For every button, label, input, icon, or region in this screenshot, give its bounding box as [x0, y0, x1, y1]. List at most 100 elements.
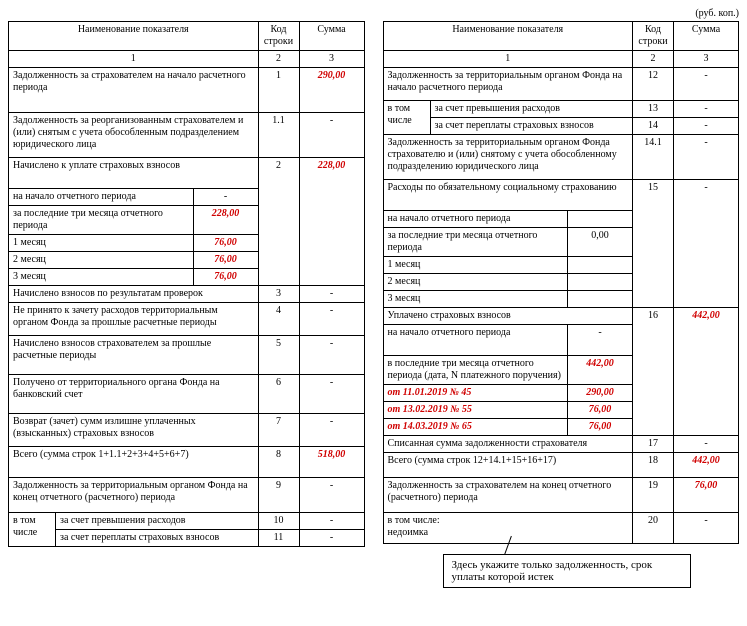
cell-sum: 518,00	[299, 447, 364, 478]
cell-sum: -	[299, 303, 364, 336]
cell-sum: -	[299, 286, 364, 303]
cell-name: 1 месяц	[9, 235, 194, 252]
cell-name: за счет переплаты страховых взносов	[56, 530, 259, 547]
row-13: в том числе за счет превышения расходов …	[383, 101, 739, 118]
cell-name: 2 месяц	[383, 274, 568, 291]
row-5: Начислено взносов страхователем за прошл…	[9, 336, 365, 375]
cell-name: Задолженность за страхователем на конец …	[383, 478, 633, 513]
row-3: Начислено взносов по результатам проверо…	[9, 286, 365, 303]
incl-label: в том числе	[383, 101, 430, 135]
cell-name: Начислено взносов страхователем за прошл…	[9, 336, 259, 375]
cell-sum	[568, 257, 633, 274]
cell-sum	[568, 291, 633, 308]
n2: 2	[258, 51, 299, 68]
row-7: Возврат (зачет) сумм излишне уплаченных …	[9, 414, 365, 447]
cell-name: за счет превышения расходов	[430, 101, 633, 118]
row-9: Задолженность за территориальным органом…	[9, 478, 365, 513]
row-16: Уплачено страховых взносов 16 442,00	[383, 308, 739, 325]
cell-name: 1 месяц	[383, 257, 568, 274]
cell-name: Начислено взносов по результатам проверо…	[9, 286, 259, 303]
num-row: 1 2 3	[383, 51, 739, 68]
cell-sum: -	[674, 101, 739, 118]
cell-name: Всего (сумма строк 1+1.1+2+3+4+5+6+7)	[9, 447, 259, 478]
cell-code: 1.1	[258, 113, 299, 158]
cell-name: 3 месяц	[383, 291, 568, 308]
row-18: Всего (сумма строк 12+14.1+15+16+17) 18 …	[383, 453, 739, 478]
num-row: 1 2 3	[9, 51, 365, 68]
cell-code: 14	[633, 118, 674, 135]
cell-sum: -	[674, 68, 739, 101]
cell-name: Не принято к зачету расходов территориал…	[9, 303, 259, 336]
cell-sum: -	[674, 118, 739, 135]
cell-name: за последние три месяца отчетного период…	[9, 206, 194, 235]
row-20: в том числе: недоимка 20 -	[383, 513, 739, 544]
row-1: Задолженность за страхователем на начало…	[9, 68, 365, 113]
cell-code: 3	[258, 286, 299, 303]
cell-sum: -	[674, 436, 739, 453]
col-sum: Сумма	[299, 22, 364, 51]
row-4: Не принято к зачету расходов территориал…	[9, 303, 365, 336]
cell-code: 4	[258, 303, 299, 336]
cell-name: в том числе: недоимка	[383, 513, 633, 544]
cell-sum: -	[299, 414, 364, 447]
n2: 2	[633, 51, 674, 68]
cell-sum: 76,00	[193, 269, 258, 286]
cell-name: Возврат (зачет) сумм излишне уплаченных …	[9, 414, 259, 447]
row-8: Всего (сумма строк 1+1.1+2+3+4+5+6+7) 8 …	[9, 447, 365, 478]
cell-name: Задолженность за территориальным органом…	[383, 68, 633, 101]
cell-name: Уплачено страховых взносов	[383, 308, 633, 325]
n3: 3	[674, 51, 739, 68]
row-15: Расходы по обязательному социальному стр…	[383, 180, 739, 211]
cell-name: 3 месяц	[9, 269, 194, 286]
cell-name: Получено от территориального органа Фонд…	[9, 375, 259, 414]
row-1-1: Задолженность за реорганизованным страхо…	[9, 113, 365, 158]
cell-name: за счет превышения расходов	[56, 513, 259, 530]
tables-container: Наименование показателя Код строки Сумма…	[8, 21, 739, 588]
callout-note: Здесь укажите только задолженность, срок…	[443, 554, 691, 588]
cell-code: 16	[633, 308, 674, 436]
row-12: Задолженность за территориальным органом…	[383, 68, 739, 101]
left-column: Наименование показателя Код строки Сумма…	[8, 21, 365, 547]
row-11: за счет переплаты страховых взносов 11 -	[9, 530, 365, 547]
cell-code: 15	[633, 180, 674, 308]
incl-label: в том числе	[9, 513, 56, 547]
cell-name: от 11.01.2019 № 45	[383, 385, 568, 402]
cell-sum: 76,00	[568, 419, 633, 436]
cell-code: 6	[258, 375, 299, 414]
cell-name: от 13.02.2019 № 55	[383, 402, 568, 419]
cell-sum: -	[674, 513, 739, 544]
row-17: Списанная сумма задолженности страховате…	[383, 436, 739, 453]
cell-name: на начало отчетного периода	[383, 211, 568, 228]
row-14: за счет переплаты страховых взносов 14 -	[383, 118, 739, 135]
cell-name: в последние три месяца отчетного периода…	[383, 356, 568, 385]
cell-name: Задолженность за реорганизованным страхо…	[9, 113, 259, 158]
cell-sum: 76,00	[193, 252, 258, 269]
left-table: Наименование показателя Код строки Сумма…	[8, 21, 365, 547]
cell-name: Начислено к уплате страховых взносов	[9, 158, 259, 189]
cell-sum: -	[568, 325, 633, 356]
cell-code: 5	[258, 336, 299, 375]
cell-code: 9	[258, 478, 299, 513]
cell-sum: 290,00	[299, 68, 364, 113]
cell-name: от 14.03.2019 № 65	[383, 419, 568, 436]
cell-name: Всего (сумма строк 12+14.1+15+16+17)	[383, 453, 633, 478]
col-sum: Сумма	[674, 22, 739, 51]
cell-name: Задолженность за территориальным органом…	[383, 135, 633, 180]
cell-sum: 442,00	[674, 453, 739, 478]
cell-name: за счет переплаты страховых взносов	[430, 118, 633, 135]
cell-code: 13	[633, 101, 674, 118]
header-row: Наименование показателя Код строки Сумма	[383, 22, 739, 51]
cell-code: 12	[633, 68, 674, 101]
cell-name: Расходы по обязательному социальному стр…	[383, 180, 633, 211]
col-code: Код строки	[258, 22, 299, 51]
cell-sum: -	[193, 189, 258, 206]
cell-name: 2 месяц	[9, 252, 194, 269]
row-6: Получено от территориального органа Фонд…	[9, 375, 365, 414]
cell-name: Задолженность за территориальным органом…	[9, 478, 259, 513]
cell-sum: 76,00	[193, 235, 258, 252]
cell-sum: -	[674, 135, 739, 180]
n1: 1	[9, 51, 259, 68]
right-column: Наименование показателя Код строки Сумма…	[383, 21, 740, 588]
cell-sum: 442,00	[674, 308, 739, 436]
row-10: в том числе за счет превышения расходов …	[9, 513, 365, 530]
